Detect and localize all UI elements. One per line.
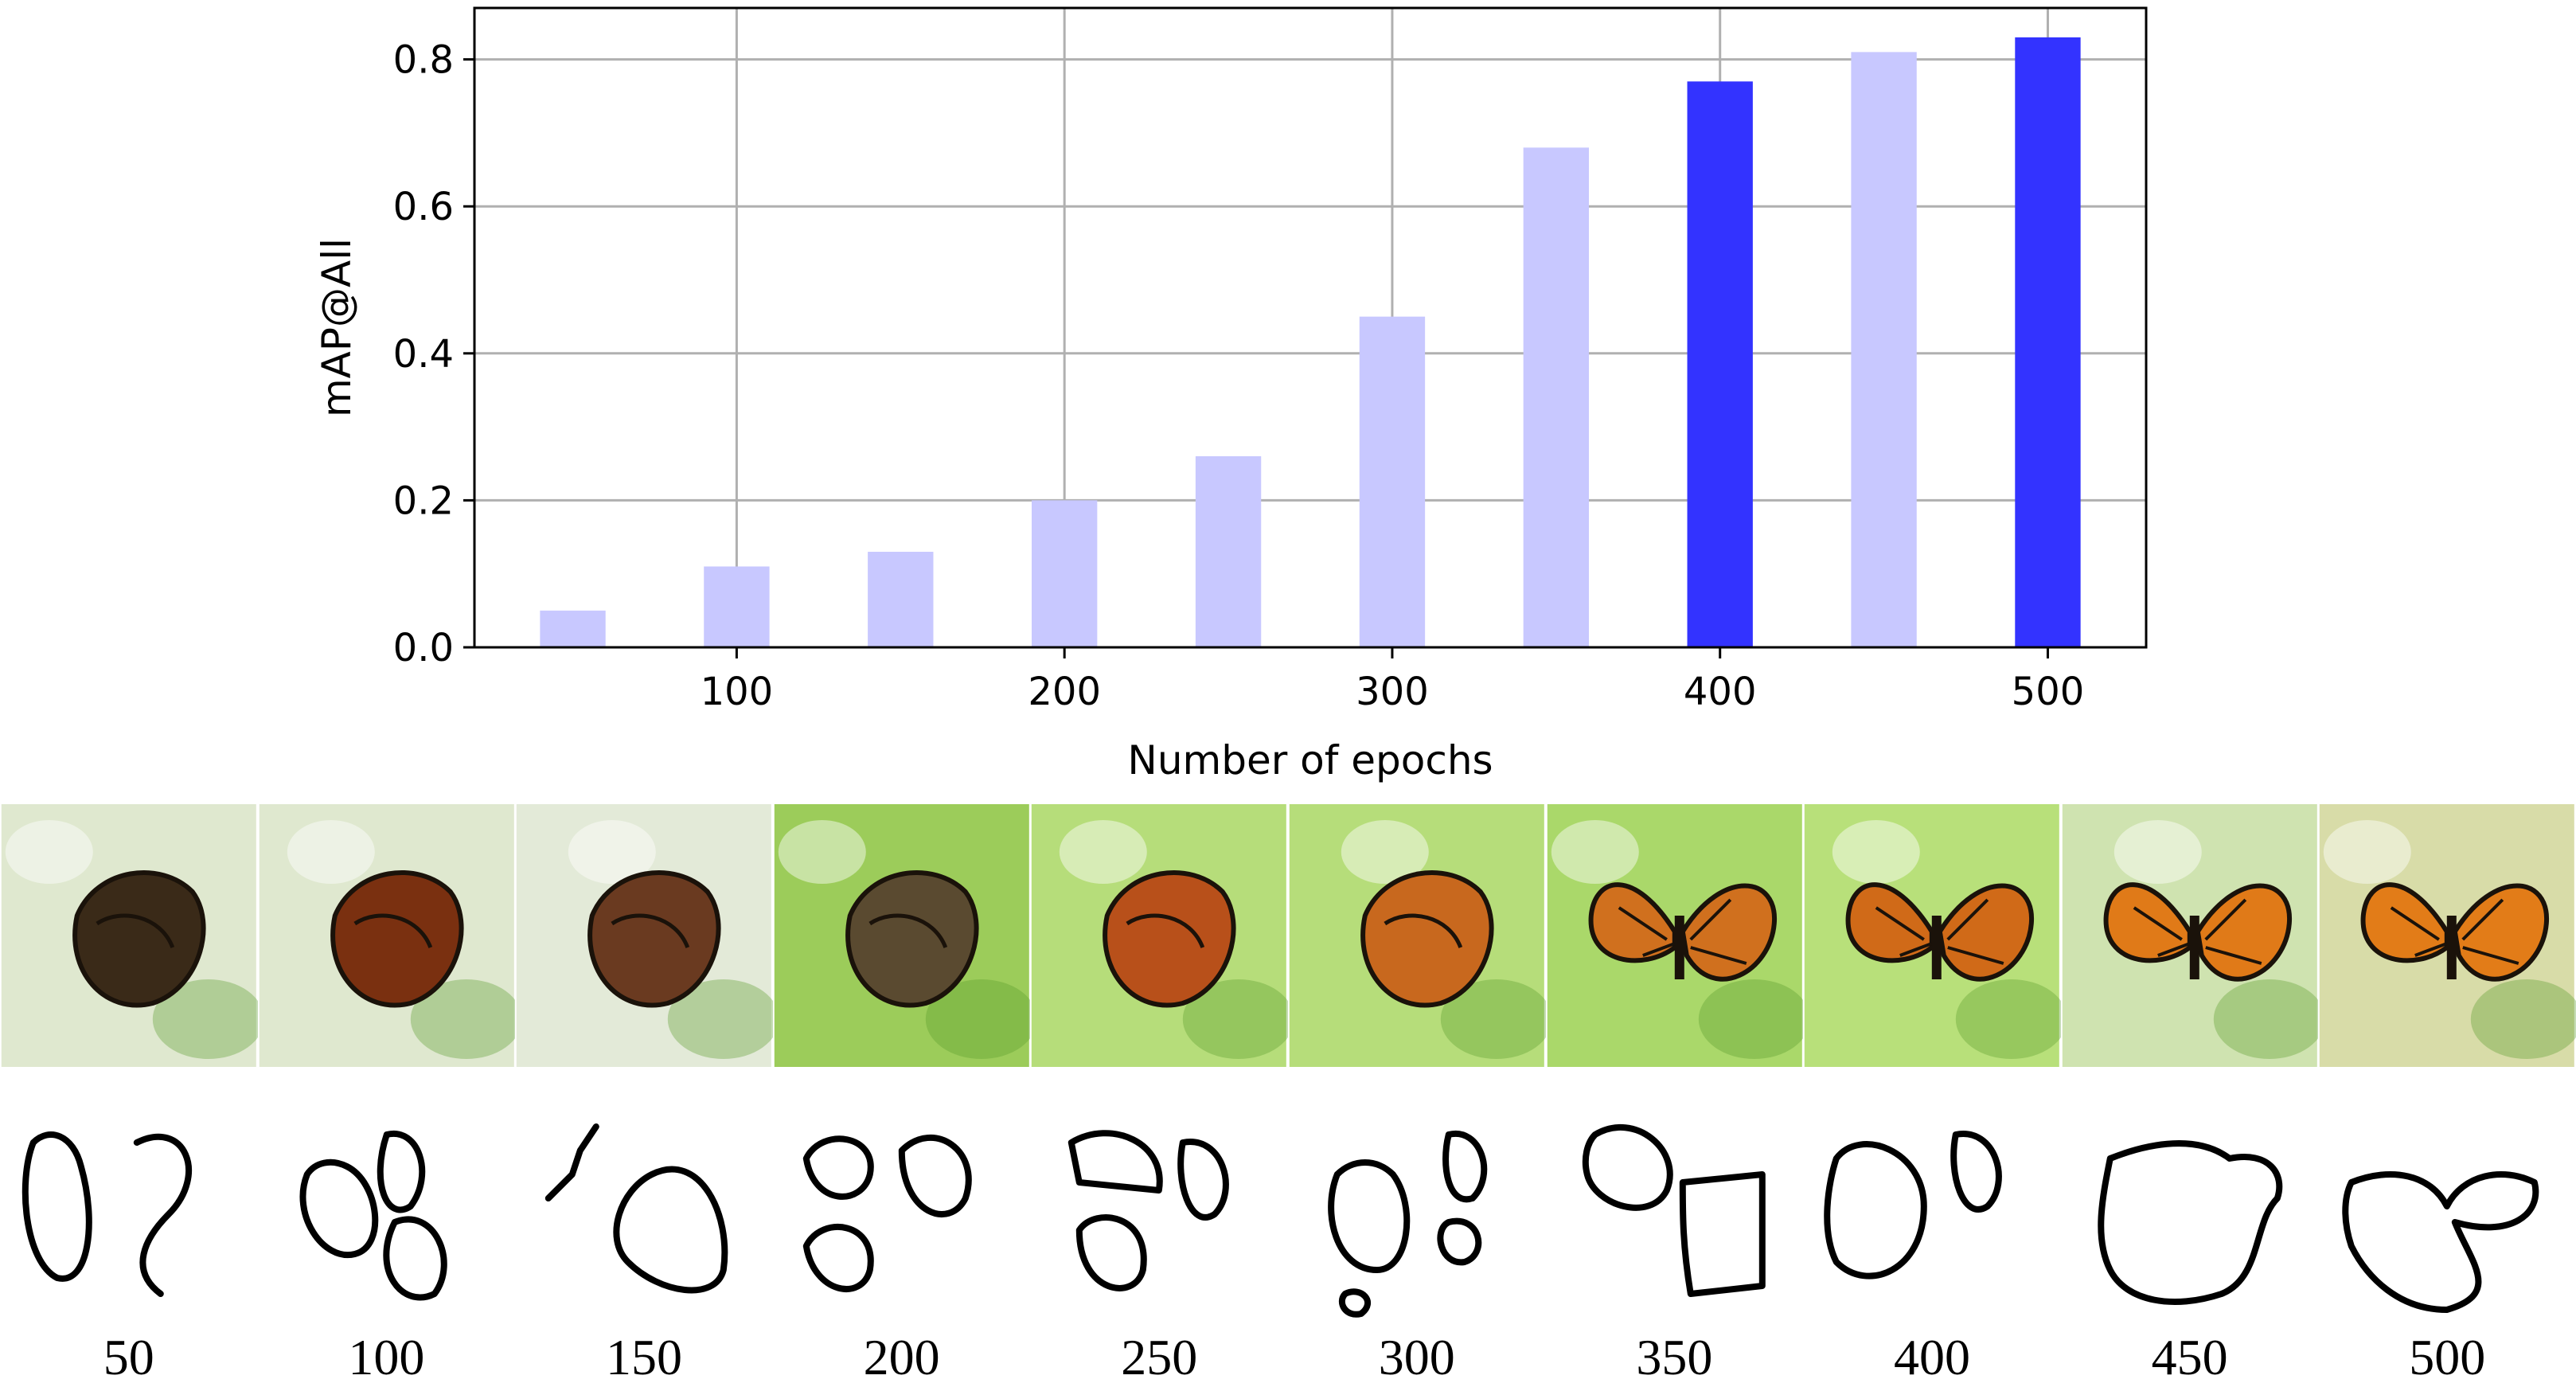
bar-epoch-300 — [1359, 316, 1426, 647]
bar-chart: 0.0 0.2 0.4 0.6 0.8 100 200 300 400 500 Number o… — [314, 6, 2148, 783]
bar-epoch-500 — [2015, 37, 2081, 647]
bar-epoch-200 — [1032, 500, 1098, 647]
epoch-label: 100 — [348, 1329, 425, 1385]
bars — [540, 37, 2081, 648]
epoch-label: 350 — [1636, 1329, 1713, 1385]
sketch-contour-image — [21, 1131, 192, 1297]
y-tick-label: 0.4 — [393, 332, 454, 377]
x-tick-label: 500 — [2012, 670, 2085, 714]
epoch-label: 450 — [2151, 1329, 2228, 1385]
generated-butterfly-image — [1289, 804, 1546, 1067]
bar-epoch-100 — [704, 566, 770, 647]
x-tick-label: 400 — [1684, 670, 1757, 714]
epoch-label: 200 — [863, 1329, 940, 1385]
sketch-contour-image — [544, 1123, 728, 1294]
y-tick-label: 0.8 — [393, 38, 454, 83]
y-tick-label: 0.2 — [393, 479, 454, 523]
sketch-contour-image — [1582, 1123, 1766, 1297]
epoch-label: 500 — [2409, 1329, 2486, 1385]
sketch-image-strip — [0, 1087, 2576, 1326]
epoch-label-row: 50 100 150 200 250 300 350 400 450 500 — [0, 1328, 2576, 1385]
plot-frame — [473, 6, 2148, 649]
x-axis-ticks: 100 200 300 400 500 — [701, 647, 2085, 714]
generated-butterfly-image — [259, 804, 516, 1067]
x-tick-label: 200 — [1028, 670, 1101, 714]
x-tick-label: 100 — [701, 670, 774, 714]
sketch-contour-image — [2342, 1171, 2539, 1313]
generated-image-strip — [0, 804, 2576, 1067]
generated-butterfly-image — [1547, 804, 1804, 1067]
generated-butterfly-image — [516, 804, 773, 1067]
y-tick-label: 0.6 — [393, 185, 454, 229]
generated-butterfly-image — [1032, 804, 1288, 1067]
epoch-label: 50 — [103, 1329, 154, 1385]
bar-epoch-150 — [868, 552, 934, 647]
bar-epoch-450 — [1851, 52, 1917, 647]
bar-epoch-50 — [540, 610, 606, 647]
generated-butterfly-image — [2062, 804, 2319, 1067]
bar-epoch-400 — [1687, 81, 1753, 648]
x-axis-label: Number of epochs — [1127, 737, 1493, 783]
epoch-label: 250 — [1121, 1329, 1198, 1385]
sketch-contour-image — [1824, 1131, 2003, 1280]
y-axis-label: mAP@All — [314, 238, 360, 417]
bar-epoch-350 — [1523, 147, 1589, 648]
epoch-label: 400 — [1894, 1329, 1970, 1385]
generated-butterfly-image — [1804, 804, 2061, 1067]
sketch-contour-image — [1068, 1130, 1230, 1291]
sketch-contour-image — [2098, 1140, 2283, 1305]
y-tick-label: 0.0 — [393, 626, 454, 670]
y-axis-ticks: 0.0 0.2 0.4 0.6 0.8 — [393, 38, 474, 670]
sketch-contour-image — [802, 1134, 972, 1292]
epoch-label: 300 — [1378, 1329, 1455, 1385]
epoch-label: 150 — [606, 1329, 682, 1385]
sketch-contour-image — [1328, 1130, 1488, 1318]
generated-butterfly-image — [1, 804, 258, 1067]
bar-epoch-250 — [1195, 456, 1262, 647]
generated-butterfly-image — [774, 804, 1031, 1067]
sketch-contour-image — [299, 1130, 447, 1301]
x-tick-label: 300 — [1356, 670, 1429, 714]
generated-butterfly-image — [2320, 804, 2576, 1067]
